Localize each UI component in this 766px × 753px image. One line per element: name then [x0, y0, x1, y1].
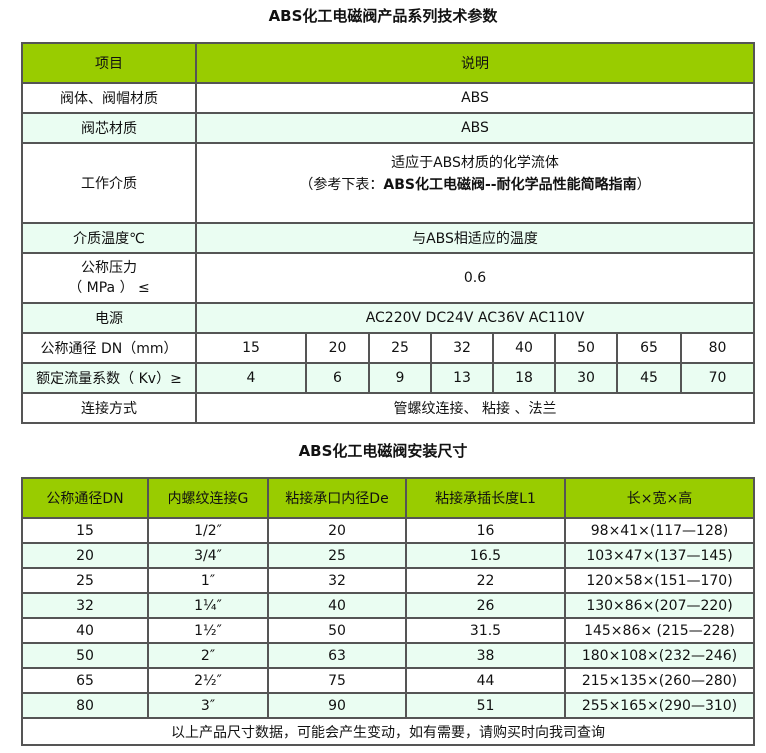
table-row: 65 2½″ 75 44 215×135×(260—280): [21, 667, 755, 694]
medium-line2: （参考下表：ABS化工电磁阀--耐化学品性能简略指南）: [299, 177, 651, 193]
table-cell: 2″: [147, 642, 269, 669]
table-cell: 90: [267, 692, 407, 719]
table-cell: 180×108×(232—246): [564, 642, 755, 669]
row-kv: 额定流量系数（ Kv）≥ 4 6 9 13 18 30 45 70: [21, 362, 755, 394]
size-table: 公称通径DN 内螺纹连接G 粘接承口内径De 粘接承插长度L1 长×宽×高 15…: [21, 477, 755, 746]
table-cell: 25: [21, 567, 149, 594]
table-cell: 16.5: [405, 542, 566, 569]
table-cell: 1″: [147, 567, 269, 594]
table-cell: 20: [267, 517, 407, 544]
table-cell: 1/2″: [147, 517, 269, 544]
header-desc: 说明: [195, 42, 755, 84]
table-cell: 32: [267, 567, 407, 594]
row-temperature: 介质温度℃ 与ABS相适应的温度: [21, 222, 755, 254]
size-table-footer-note: 以上产品尺寸数据，可能会产生变动，如有需要，请购买时向我司查询: [21, 717, 755, 746]
table-cell: 44: [405, 667, 566, 694]
header-dimensions: 长×宽×高: [564, 477, 755, 519]
spec-table: 项目 说明 阀体、阀帽材质 ABS 阀芯材质 ABS 工作介质 适应于ABS材质的化学…: [21, 42, 755, 424]
header-item: 项目: [21, 42, 197, 84]
table-cell: 40: [21, 617, 149, 644]
table-row: 50 2″ 63 38 180×108×(232—246): [21, 642, 755, 669]
table-cell: 2½″: [147, 667, 269, 694]
header-socket-length: 粘接承插长度L1: [405, 477, 566, 519]
table-cell: 103×47×(137—145): [564, 542, 755, 569]
row-body-material: 阀体、阀帽材质 ABS: [21, 82, 755, 114]
row-power: 电源 AC220V DC24V AC36V AC110V: [21, 302, 755, 334]
table-cell: 50: [21, 642, 149, 669]
table-row: 40 1½″ 50 31.5 145×86× (215—228): [21, 617, 755, 644]
medium-line1: 适应于ABS材质的化学流体: [391, 155, 559, 171]
table-cell: 215×135×(260—280): [564, 667, 755, 694]
table-cell: 130×86×(207—220): [564, 592, 755, 619]
table-row: 15 1/2″ 20 16 98×41×(117—128): [21, 517, 755, 544]
table-cell: 40: [267, 592, 407, 619]
spec-table-title: ABS化工电磁阀产品系列技术参数: [268, 7, 498, 25]
table-cell: 80: [21, 692, 149, 719]
row-connection: 连接方式 管螺纹连接、 粘接 、法兰: [21, 392, 755, 424]
row-dn: 公称通径 DN（mm） 15 20 25 32 40 50 65 80: [21, 332, 755, 364]
table-cell: 1½″: [147, 617, 269, 644]
header-thread: 内螺纹连接G: [147, 477, 269, 519]
table-cell: 22: [405, 567, 566, 594]
table-cell: 31.5: [405, 617, 566, 644]
table-cell: 75: [267, 667, 407, 694]
header-socket-diameter: 粘接承口内径De: [267, 477, 407, 519]
table-cell: 20: [21, 542, 149, 569]
table-cell: 3/4″: [147, 542, 269, 569]
table-row: 20 3/4″ 25 16.5 103×47×(137—145): [21, 542, 755, 569]
table-cell: 50: [267, 617, 407, 644]
table-cell: 3″: [147, 692, 269, 719]
table-cell: 65: [21, 667, 149, 694]
row-medium: 工作介质 适应于ABS材质的化学流体 （参考下表：ABS化工电磁阀--耐化学品性…: [21, 142, 755, 224]
table-cell: 98×41×(117—128): [564, 517, 755, 544]
size-header-row: 公称通径DN 内螺纹连接G 粘接承口内径De 粘接承插长度L1 长×宽×高: [21, 477, 755, 519]
size-table-title: ABS化工电磁阀安装尺寸: [298, 442, 468, 460]
table-cell: 255×165×(290—310): [564, 692, 755, 719]
chemical-guide-reference: ABS化工电磁阀--耐化学品性能简略指南: [383, 177, 637, 193]
table-cell: 32: [21, 592, 149, 619]
table-cell: 120×58×(151—170): [564, 567, 755, 594]
table-cell: 16: [405, 517, 566, 544]
table-cell: 51: [405, 692, 566, 719]
table-cell: 38: [405, 642, 566, 669]
table-row: 25 1″ 32 22 120×58×(151—170): [21, 567, 755, 594]
table-row: 32 1¼″ 40 26 130×86×(207—220): [21, 592, 755, 619]
table-cell: 63: [267, 642, 407, 669]
table-cell: 25: [267, 542, 407, 569]
table-cell: 145×86× (215—228): [564, 617, 755, 644]
header-dn: 公称通径DN: [21, 477, 149, 519]
row-pressure: 公称压力（ MPa ） ≤0.6: [21, 252, 755, 304]
row-core-material: 阀芯材质 ABS: [21, 112, 755, 144]
table-cell: 1¼″: [147, 592, 269, 619]
table-cell: 15: [21, 517, 149, 544]
table-cell: 26: [405, 592, 566, 619]
table-row: 80 3″ 90 51 255×165×(290—310): [21, 692, 755, 719]
